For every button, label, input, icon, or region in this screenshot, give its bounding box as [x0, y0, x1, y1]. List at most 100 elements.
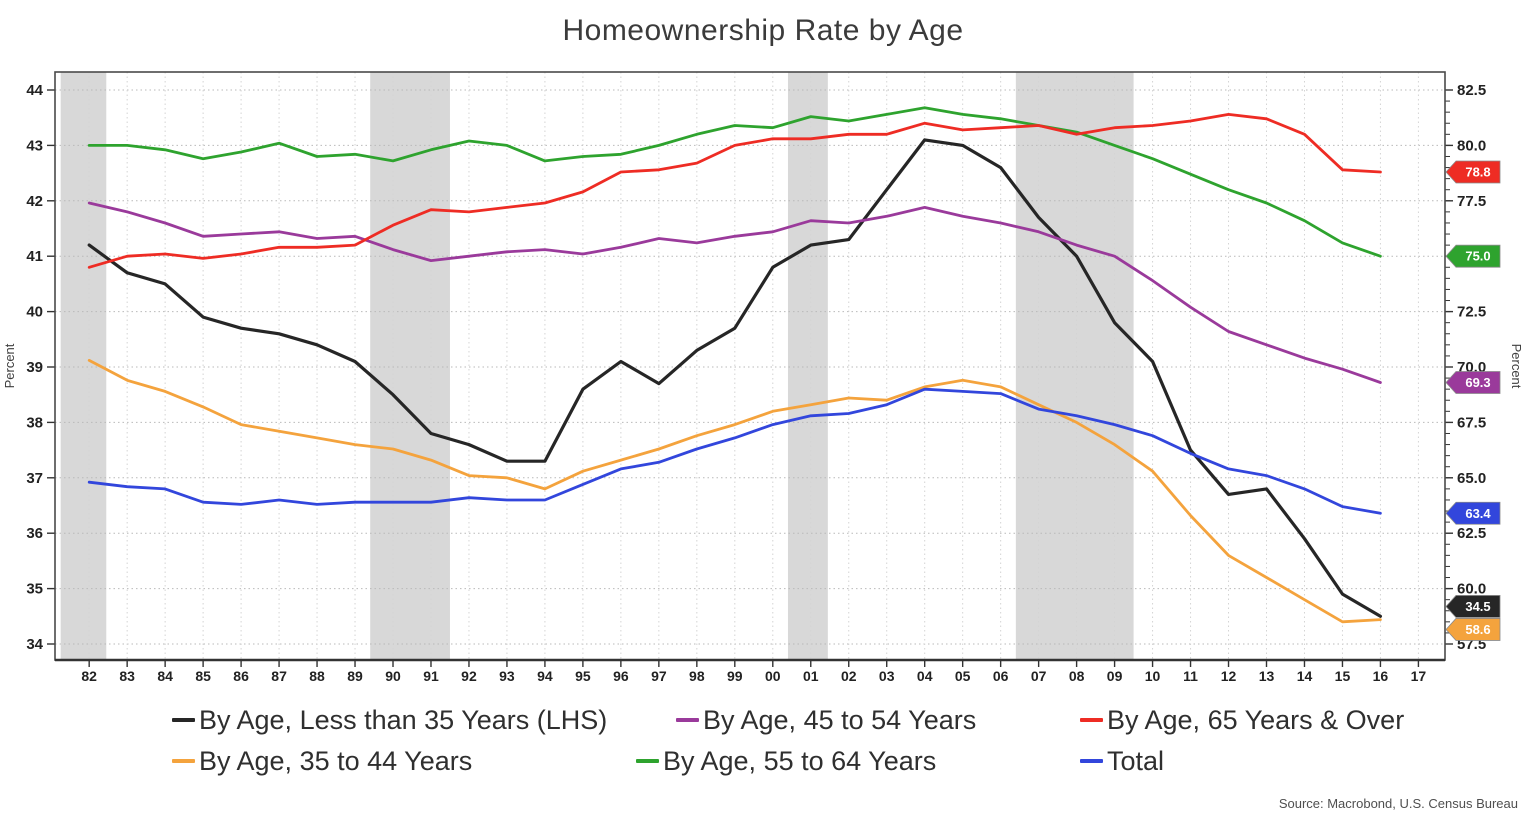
x-axis-tick-label: 00 — [765, 668, 781, 684]
legend-item-label: By Age, 65 Years & Over — [1107, 705, 1405, 735]
legend-item-label: By Age, 55 to 64 Years — [663, 746, 937, 776]
right-axis-tick-label: 60.0 — [1457, 581, 1486, 598]
x-axis-tick-label: 14 — [1297, 668, 1313, 684]
x-axis-tick-label: 02 — [841, 668, 857, 684]
series-line-3 — [87, 106, 1382, 258]
end-value-label — [1445, 595, 1501, 618]
x-axis-tick-label: 96 — [613, 668, 629, 684]
x-axis-tick-label: 91 — [423, 668, 439, 684]
x-axis-tick-label: 87 — [271, 668, 287, 684]
x-axis-tick-label: 86 — [233, 668, 249, 684]
legend-item-3: By Age, 55 to 64 Years — [636, 744, 936, 778]
left-axis-tick-label: 35 — [26, 581, 43, 598]
series-line-0 — [87, 138, 1383, 618]
x-axis-tick-label: 12 — [1221, 668, 1237, 684]
right-axis-tick-label: 72.5 — [1457, 304, 1486, 321]
x-axis-tick-label: 92 — [461, 668, 477, 684]
left-axis-tick-label: 43 — [26, 137, 43, 154]
left-axis-tick-label: 41 — [26, 248, 43, 265]
legend-dash-icon — [1080, 759, 1103, 763]
x-axis-tick-label: 90 — [385, 668, 401, 684]
left-axis-tick-label: 42 — [26, 193, 43, 210]
x-axis-tick-label: 11 — [1183, 668, 1198, 684]
legend-item-label: By Age, 35 to 44 Years — [199, 746, 473, 776]
legend-item-0: By Age, Less than 35 Years (LHS) — [172, 703, 607, 737]
end-value-label — [1445, 371, 1501, 394]
end-value-label — [1445, 501, 1501, 525]
chart-title: Homeownership Rate by Age — [562, 14, 964, 47]
x-axis-tick-label: 09 — [1107, 668, 1123, 684]
legend-dash-icon — [636, 759, 659, 763]
x-axis-tick-label: 06 — [993, 668, 1009, 684]
x-axis-tick-label: 03 — [879, 668, 895, 684]
left-axis-tick-label: 36 — [26, 525, 43, 542]
x-axis-tick-label: 95 — [575, 668, 591, 684]
legend-dash-icon — [172, 718, 195, 722]
legend-dash-icon — [1080, 718, 1103, 722]
x-axis-tick-label: 98 — [689, 668, 705, 684]
x-axis-tick-label: 89 — [347, 668, 363, 684]
x-axis-tick-label: 04 — [917, 668, 933, 684]
right-axis-tick-label: 65.0 — [1457, 470, 1486, 487]
chart-svg: 44 43 42 41 40 39 38 37 36 35 34 82 83 84 85 86 87 88 89 90… — [2, 71, 1524, 684]
source-note: Source: Macrobond, U.S. Census Bureau — [1278, 796, 1518, 811]
x-axis-tick-label: 84 — [157, 668, 173, 684]
legend-dash-icon — [676, 718, 699, 722]
legend-item-1: By Age, 35 to 44 Years — [172, 744, 472, 778]
x-axis-tick-label: 94 — [537, 668, 553, 684]
right-axis-tick-label: 77.5 — [1457, 193, 1486, 210]
legend-item-2: By Age, 45 to 54 Years — [676, 703, 976, 737]
right-axis-tick-label: 62.5 — [1457, 525, 1486, 542]
x-axis-tick-label: 97 — [651, 668, 667, 684]
x-axis-tick-label: 13 — [1259, 668, 1275, 684]
recession-band — [1015, 72, 1134, 660]
x-axis-tick-label: 93 — [499, 668, 515, 684]
end-value-label-text: 34.5 — [1465, 599, 1490, 614]
right-axis-tick-label: 67.5 — [1457, 414, 1486, 431]
left-axis-tick-label: 39 — [26, 359, 43, 376]
x-axis-tick-label: 08 — [1069, 668, 1085, 684]
x-axis-tick-label: 88 — [309, 668, 325, 684]
end-value-label-text: 58.6 — [1465, 622, 1490, 637]
x-axis-tick-label: 07 — [1031, 668, 1047, 684]
left-axis-tick-label: 40 — [26, 304, 43, 321]
legend-item-label: By Age, 45 to 54 Years — [703, 705, 977, 735]
x-axis-tick-label: 01 — [803, 668, 819, 684]
x-axis-tick-label: 17 — [1411, 668, 1427, 684]
end-value-label — [1445, 618, 1501, 641]
end-value-label-text: 78.8 — [1465, 164, 1490, 179]
x-axis-tick-label: 16 — [1373, 668, 1389, 684]
legend-item-5: Total — [1080, 744, 1164, 778]
x-axis-tick-label: 82 — [81, 668, 97, 684]
recession-band — [787, 72, 828, 660]
legend-item-label: Total — [1107, 746, 1165, 776]
end-value-label-text: 75.0 — [1465, 249, 1490, 264]
legend-item-4: By Age, 65 Years & Over — [1080, 703, 1404, 737]
right-axis-title: Percent — [1509, 344, 1524, 389]
left-axis-tick-label: 38 — [26, 414, 43, 431]
series-line-5 — [87, 387, 1382, 515]
x-axis-tick-label: 10 — [1145, 668, 1161, 684]
x-axis-tick-label: 85 — [195, 668, 211, 684]
x-axis-tick-label: 05 — [955, 668, 971, 684]
recession-band — [370, 72, 450, 660]
end-value-label — [1445, 244, 1501, 268]
series-line-4 — [87, 113, 1382, 269]
end-value-label-text: 63.4 — [1465, 506, 1491, 521]
end-value-label-text: 69.3 — [1465, 375, 1490, 390]
x-axis-tick-label: 83 — [119, 668, 135, 684]
end-value-label — [1445, 160, 1501, 184]
x-axis-tick-label: 99 — [727, 668, 743, 684]
left-axis-tick-label: 34 — [26, 636, 43, 653]
left-axis-tick-label: 37 — [26, 470, 43, 487]
left-axis-title: Percent — [2, 343, 17, 388]
plot-border — [54, 71, 1446, 661]
legend-dash-icon — [172, 759, 195, 763]
series-line-2 — [87, 201, 1382, 384]
left-axis-tick-label: 44 — [26, 82, 43, 99]
series-line-1 — [87, 358, 1382, 624]
right-axis-tick-label: 80.0 — [1457, 137, 1486, 154]
x-axis-tick-label: 15 — [1335, 668, 1351, 684]
legend-item-label: By Age, Less than 35 Years (LHS) — [199, 705, 608, 735]
right-axis-tick-label: 82.5 — [1457, 82, 1486, 99]
